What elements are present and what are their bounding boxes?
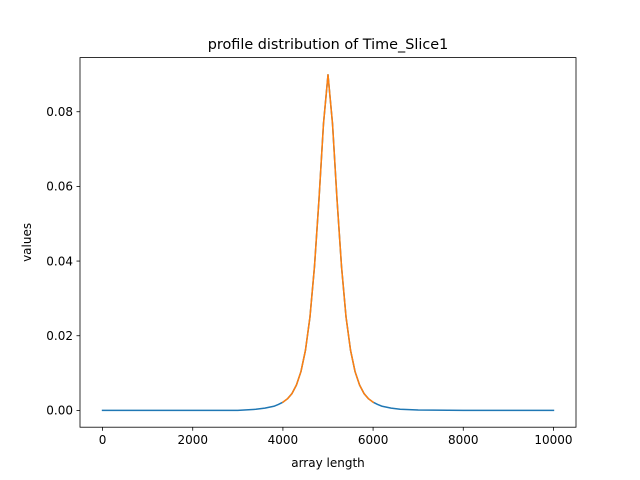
x-tick-label: 2000	[177, 433, 208, 447]
x-tick-label: 4000	[268, 433, 299, 447]
plot-frame	[79, 57, 577, 428]
x-axis: 0 2000 4000 6000 8000 10000	[99, 427, 573, 447]
x-tick-label: 8000	[448, 433, 479, 447]
series-layer	[101, 74, 555, 412]
y-tick-label: 0.00	[46, 404, 73, 418]
y-tick-label: 0.06	[46, 180, 73, 194]
x-axis-label: array length	[291, 456, 365, 470]
y-tick-label: 0.04	[46, 254, 73, 268]
x-tick-label: 0	[99, 433, 107, 447]
y-axis-label: values	[20, 223, 34, 262]
chart-title: profile distribution of Time_Slice1	[208, 37, 449, 53]
y-tick-label: 0.02	[46, 329, 73, 343]
series-2-line	[281, 74, 375, 404]
y-tick-label: 0.08	[46, 105, 73, 119]
y-axis: 0.00 0.02 0.04 0.06 0.08	[46, 105, 80, 418]
x-tick-label: 10000	[534, 433, 572, 447]
x-tick-label: 6000	[358, 433, 389, 447]
